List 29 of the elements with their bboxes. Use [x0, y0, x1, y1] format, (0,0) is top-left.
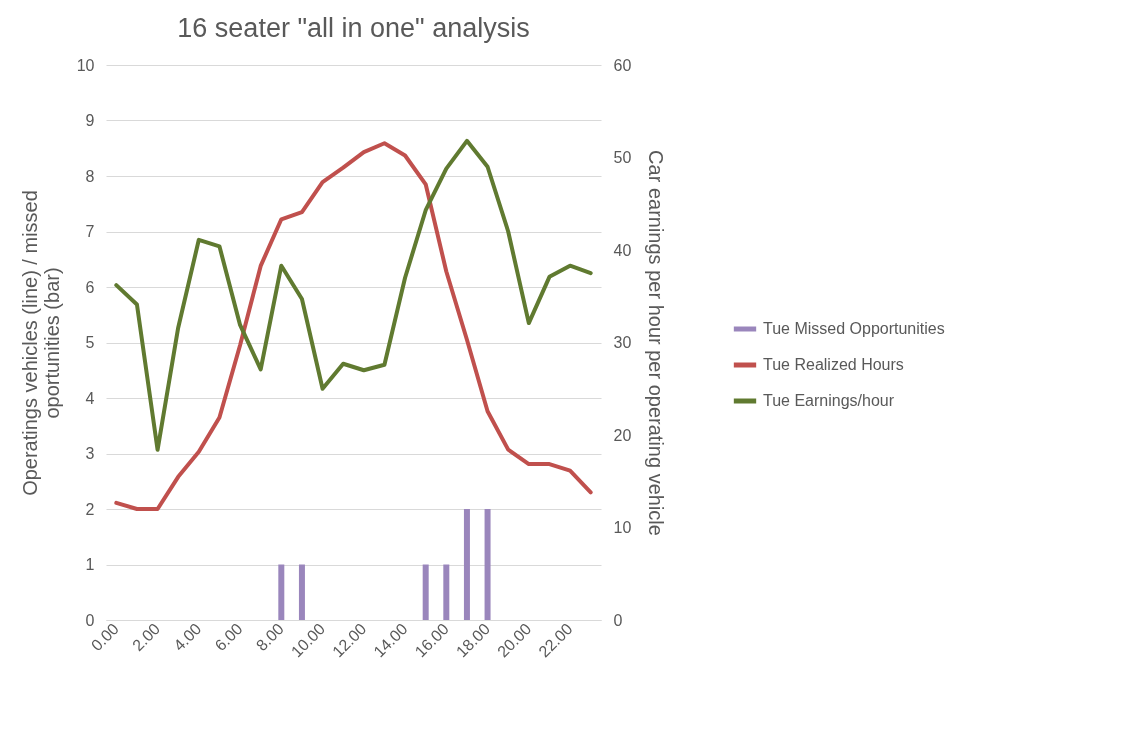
- legend-label: Tue Missed Opportunities: [763, 320, 945, 337]
- y-tick-label: 0: [85, 611, 95, 629]
- y-tick-label: 2: [85, 500, 95, 518]
- legend-label: Tue Realized Hours: [763, 356, 904, 373]
- y2-tick-label: 50: [613, 149, 632, 166]
- y-tick-label: 1: [85, 556, 95, 573]
- y-tick-label: 9: [85, 112, 95, 129]
- y-tick-label: 8: [85, 167, 95, 185]
- y2-tick-label: 10: [613, 519, 632, 536]
- y-tick-label: 3: [85, 445, 95, 462]
- chart-title: 16 seater "all in one" analysis: [177, 13, 530, 43]
- y-tick-label: 4: [85, 389, 95, 407]
- legend-label: Tue Earnings/hour: [763, 392, 895, 409]
- y-tick-label: 10: [76, 56, 95, 74]
- y2-axis-title: Car earnings per hour per operating vehicle: [645, 150, 668, 536]
- y2-tick-label: 20: [613, 426, 632, 444]
- y2-tick-label: 40: [613, 241, 632, 259]
- x-tick-label: 8.00: [252, 620, 288, 655]
- y-tick-label: 7: [85, 223, 95, 240]
- y2-tick-label: 60: [613, 56, 632, 74]
- x-tick-label: 4.00: [170, 620, 205, 655]
- x-tick-label: 6.00: [211, 620, 246, 655]
- y-tick-label: 5: [85, 334, 95, 351]
- line-series: [114, 138, 593, 452]
- line-series: [114, 141, 593, 511]
- y-tick-label: 6: [85, 278, 95, 296]
- y-axis-title: Operatings vehicles (line) / missed oportunities (bar): [18, 190, 63, 496]
- y2-tick-label: 0: [613, 611, 623, 629]
- y2-tick-label: 30: [613, 334, 632, 351]
